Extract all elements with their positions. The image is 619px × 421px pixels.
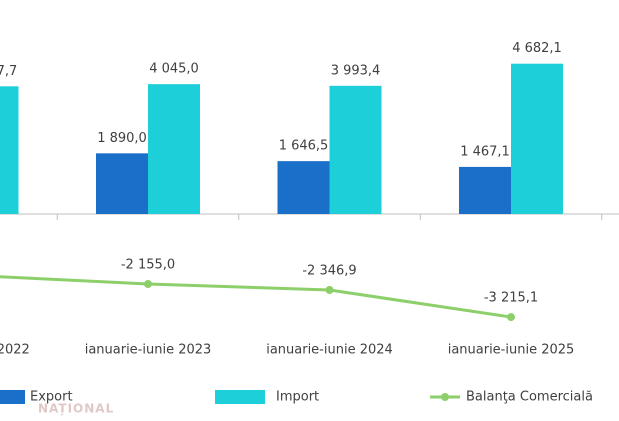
bar: [0, 86, 19, 214]
data-label: 3 977,7: [0, 64, 17, 79]
data-label: 4 045,0: [149, 62, 199, 77]
bar: [329, 85, 382, 214]
legend-swatch: [0, 390, 25, 404]
data-label: 1 890,0: [97, 131, 147, 146]
data-label: 1 646,5: [279, 139, 329, 154]
plot-area: ianuarie-iunie 2022 ianuarie-iunie 2023 ia…: [0, 41, 619, 405]
x-tick-label: ianuarie-iunie 2022: [0, 343, 30, 358]
data-label: -2 155,0: [121, 258, 175, 273]
balance-point: [325, 285, 334, 294]
x-tick-label: ianuarie-iunie 2023: [85, 343, 212, 358]
bar: [459, 166, 511, 214]
data-label: -2 346,9: [302, 263, 356, 278]
data-label: 1 467,1: [460, 144, 510, 159]
legend-label: Import: [276, 390, 319, 405]
legend-label: Balanţa Comercială: [466, 390, 593, 405]
bar: [511, 63, 563, 214]
data-label: 4 682,1: [512, 41, 562, 56]
balance-point: [144, 280, 152, 288]
bar: [277, 161, 330, 214]
watermark: NAȚIONAL: [38, 402, 114, 416]
bar: [96, 153, 148, 214]
legend-swatch: [215, 390, 265, 404]
legend-swatch: [441, 393, 449, 401]
data-label: 3 993,4: [331, 63, 381, 78]
balance-line: [0, 275, 512, 319]
data-label: -3 215,1: [484, 291, 538, 306]
bar: [148, 84, 200, 214]
x-tick-label: ianuarie-iunie 2024: [266, 343, 393, 358]
balance-point: [507, 313, 515, 322]
legend-label: Export: [30, 390, 73, 405]
x-tick-label: ianuarie-iunie 2025: [448, 343, 575, 358]
